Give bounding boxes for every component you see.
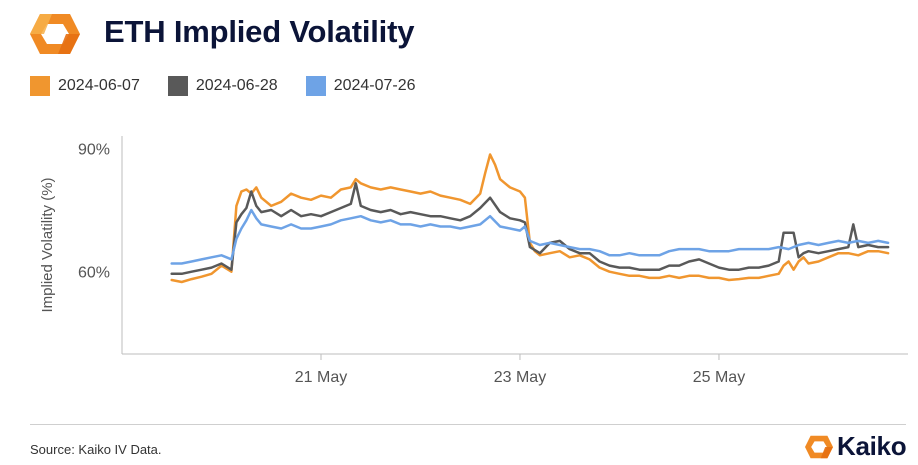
legend-label: 2024-07-26 (333, 77, 416, 94)
legend-label: 2024-06-07 (58, 77, 140, 94)
chart-axes: Implied Volatility (%) (39, 136, 908, 355)
chart-legend: 2024-06-07 2024-06-28 2024-07-26 (30, 76, 444, 96)
source-note: Source: Kaiko IV Data. (30, 442, 162, 457)
y-axis-label: Implied Volatility (%) (39, 177, 56, 312)
x-tick-label: 25 May (693, 369, 745, 386)
legend-swatch-orange (30, 76, 50, 96)
legend-item-2024-06-28[interactable]: 2024-06-28 (167, 76, 278, 96)
chart-title: ETH Implied Volatility (104, 14, 415, 49)
kaiko-logo-icon (30, 14, 80, 54)
legend-item-2024-06-07[interactable]: 2024-06-07 (30, 76, 140, 96)
series-line-2024-07-26 (170, 208, 890, 265)
brand-logo: Kaiko (805, 431, 907, 462)
footer-divider (30, 424, 906, 425)
x-tick-label: 23 May (494, 369, 546, 386)
series-lines (170, 153, 890, 284)
kaiko-logo-icon (805, 435, 833, 458)
y-tick-label: 90% (78, 141, 110, 158)
x-tick-label: 21 May (295, 369, 347, 386)
legend-label: 2024-06-28 (195, 77, 278, 94)
legend-item-2024-07-26[interactable]: 2024-07-26 (305, 76, 416, 96)
y-ticks: 90% 60% (78, 141, 110, 281)
series-line-2024-06-07 (170, 153, 890, 284)
brand-name: Kaiko (837, 431, 907, 461)
legend-swatch-blue (305, 76, 326, 96)
x-ticks: 21 May 23 May 25 May (295, 354, 745, 386)
y-tick-label: 60% (78, 265, 110, 282)
legend-swatch-gray (167, 76, 188, 96)
